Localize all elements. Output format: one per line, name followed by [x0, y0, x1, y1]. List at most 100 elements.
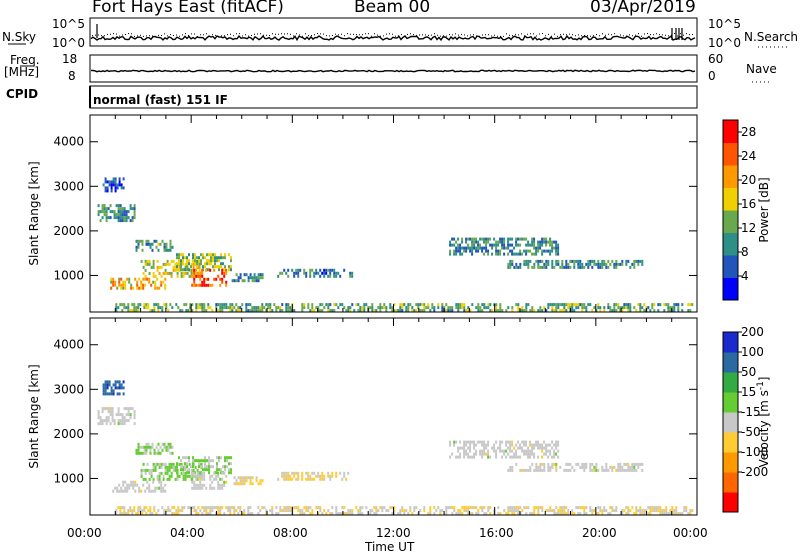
- power-cell: [148, 262, 151, 266]
- velocity-cell: [535, 443, 538, 447]
- velocity-cell: [152, 489, 155, 493]
- power-cell: [110, 180, 113, 184]
- velocity-cell: [547, 443, 550, 447]
- power-cell: [167, 309, 170, 313]
- velocity-cell: [145, 512, 148, 516]
- velocity-cell: [399, 509, 402, 513]
- velocity-cell: [597, 468, 600, 472]
- velocity-cell: [184, 462, 186, 466]
- power-cell: [517, 243, 520, 247]
- velocity-cell: [539, 462, 542, 466]
- power-cell: [523, 259, 526, 263]
- power-cell: [153, 239, 156, 243]
- power-cell: [453, 243, 456, 247]
- velocity-cell: [127, 509, 130, 513]
- velocity-cell: [191, 477, 194, 481]
- power-cell: [635, 309, 638, 313]
- velocity-cell: [148, 471, 151, 475]
- velocity-cell: [533, 512, 536, 516]
- velocity-cell: [128, 486, 131, 490]
- velocity-cell: [543, 446, 546, 450]
- velocity-cell: [241, 479, 244, 483]
- velocity-cell: [129, 407, 132, 411]
- power-cell: [267, 306, 270, 310]
- velocity-cell: [341, 506, 344, 510]
- velocity-cell: [629, 468, 632, 472]
- power-cell: [615, 262, 618, 266]
- power-cell: [561, 309, 564, 313]
- velocity-cell: [537, 465, 540, 469]
- power-cell: [499, 306, 502, 310]
- power-cell: [651, 303, 654, 307]
- velocity-cell: [459, 446, 462, 450]
- velocity-cell: [112, 389, 115, 393]
- velocity-cell: [605, 462, 608, 466]
- velocity-cell: [200, 471, 202, 475]
- power-cell: [593, 259, 596, 263]
- velocity-cell: [515, 443, 518, 447]
- power-cell: [337, 271, 340, 275]
- power-cell: [397, 309, 400, 313]
- velocity-cell: [429, 509, 432, 513]
- power-cell: [216, 256, 218, 260]
- power-cell: [152, 259, 155, 263]
- power-cell: [148, 271, 151, 275]
- power-cell: [563, 303, 566, 307]
- velocity-cell: [639, 462, 642, 466]
- power-cell: [539, 306, 542, 310]
- power-cell: [108, 183, 111, 187]
- power-cell: [557, 303, 560, 307]
- velocity-cell: [511, 506, 514, 510]
- velocity-cell: [291, 471, 294, 475]
- power-cell: [559, 309, 562, 313]
- velocity-cell: [123, 419, 126, 423]
- power-cell: [201, 306, 204, 310]
- power-cell: [190, 268, 193, 272]
- velocity-cell: [621, 509, 624, 513]
- power-cell: [449, 240, 452, 244]
- velocity-cell: [401, 506, 404, 510]
- power-cell: [204, 256, 206, 260]
- velocity-cell: [303, 506, 306, 510]
- velocity-cell: [223, 483, 226, 487]
- power-cell: [565, 303, 568, 307]
- power-cell: [537, 309, 540, 313]
- power-cell: [141, 242, 144, 246]
- power-cell: [212, 259, 214, 263]
- power-cell: [122, 186, 125, 190]
- velocity-cell: [619, 468, 622, 472]
- power-cell: [281, 309, 284, 313]
- power-cell: [627, 303, 630, 307]
- velocity-cell: [543, 452, 546, 456]
- power-cell: [116, 186, 119, 190]
- power-cell: [587, 262, 590, 266]
- power-cell: [201, 280, 204, 284]
- velocity-cell: [513, 452, 516, 456]
- power-cell: [599, 306, 602, 310]
- freq-label-line1: Freq.: [10, 53, 40, 67]
- velocity-cell: [133, 416, 136, 420]
- power-cell: [451, 309, 454, 313]
- power-cell: [321, 271, 324, 275]
- velocity-cell: [160, 486, 163, 490]
- power-cell: [120, 186, 123, 190]
- velocity-cell: [99, 419, 102, 423]
- power-cell: [319, 303, 322, 307]
- power-cell: [403, 303, 406, 307]
- velocity-cell: [391, 506, 394, 510]
- velocity-cell: [142, 462, 145, 466]
- velocity-cell: [503, 509, 506, 513]
- velocity-cell: [186, 471, 188, 475]
- power-cell: [517, 309, 520, 313]
- power-cell: [230, 259, 232, 263]
- velocity-cell: [343, 512, 346, 516]
- velocity-cell: [220, 456, 222, 460]
- velocity-cell: [573, 512, 576, 516]
- velocity-cell: [493, 449, 496, 453]
- velocity-cell: [124, 489, 127, 493]
- power-cell: [633, 262, 636, 266]
- power-cell: [161, 239, 164, 243]
- velocity-cell: [224, 459, 226, 463]
- power-cell: [196, 256, 198, 260]
